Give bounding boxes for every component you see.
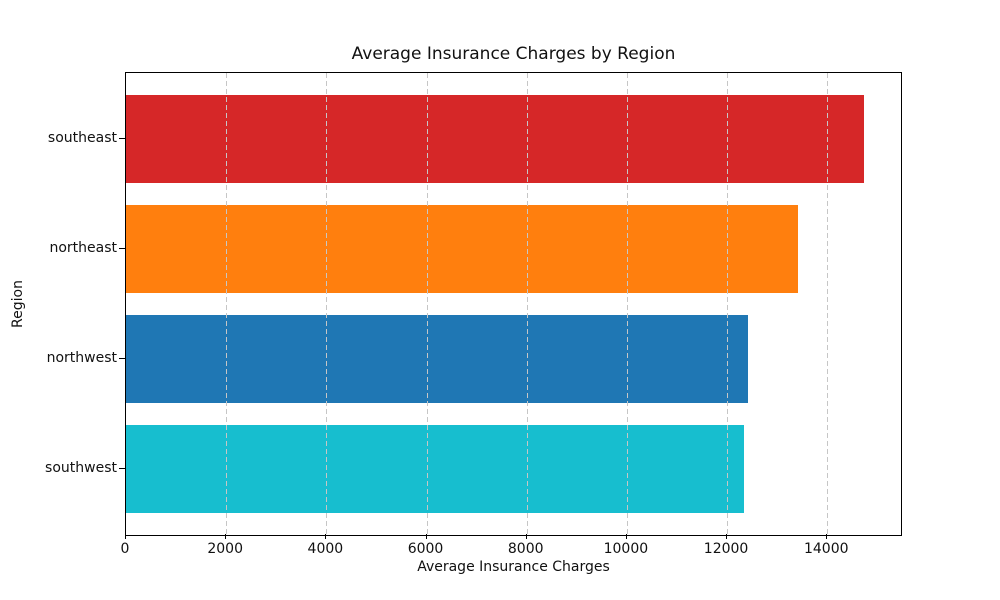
x-tick-label-8000: 8000 xyxy=(507,541,544,557)
x-tick-label-6000: 6000 xyxy=(407,541,444,557)
x-tick-label-12000: 12000 xyxy=(703,541,749,557)
x-tick-14000 xyxy=(826,534,828,539)
gridline-x-10000 xyxy=(626,73,628,535)
y-tick-label-southwest: southwest xyxy=(45,460,117,476)
y-tick-southeast xyxy=(119,138,125,139)
x-tick-label-4000: 4000 xyxy=(307,541,344,557)
x-tick-label-2000: 2000 xyxy=(207,541,243,557)
gridline-x-6000 xyxy=(426,73,428,535)
y-tick-label-southeast: southeast xyxy=(47,130,117,146)
gridline-x-2000 xyxy=(226,73,228,535)
bar-northwest xyxy=(126,315,749,403)
x-tick-6000 xyxy=(425,534,427,539)
bar-northeast xyxy=(126,205,798,293)
x-tick-8000 xyxy=(525,534,527,539)
bar-southeast xyxy=(126,95,865,183)
x-axis-label: Average Insurance Charges xyxy=(417,559,610,575)
x-tick-label-14000: 14000 xyxy=(803,541,849,557)
gridline-x-4000 xyxy=(326,73,328,535)
x-tick-4000 xyxy=(325,534,327,539)
y-axis-label: Region xyxy=(10,280,26,328)
y-tick-southwest xyxy=(119,468,125,469)
bar-southwest xyxy=(126,425,745,513)
y-tick-northeast xyxy=(119,248,125,249)
x-tick-10000 xyxy=(625,534,627,539)
y-tick-label-northeast: northeast xyxy=(49,240,117,256)
y-tick-label-northwest: northwest xyxy=(46,350,117,366)
x-tick-label-0: 0 xyxy=(120,541,130,557)
plot-area xyxy=(125,72,902,536)
x-tick-0 xyxy=(125,534,126,539)
chart-title: Average Insurance Charges by Region xyxy=(351,44,676,64)
gridline-x-8000 xyxy=(526,73,528,535)
x-tick-12000 xyxy=(726,534,728,539)
x-tick-label-10000: 10000 xyxy=(603,541,649,557)
gridline-x-14000 xyxy=(827,73,829,535)
x-tick-2000 xyxy=(225,534,227,539)
y-tick-northwest xyxy=(119,358,125,359)
gridline-x-12000 xyxy=(727,73,729,535)
